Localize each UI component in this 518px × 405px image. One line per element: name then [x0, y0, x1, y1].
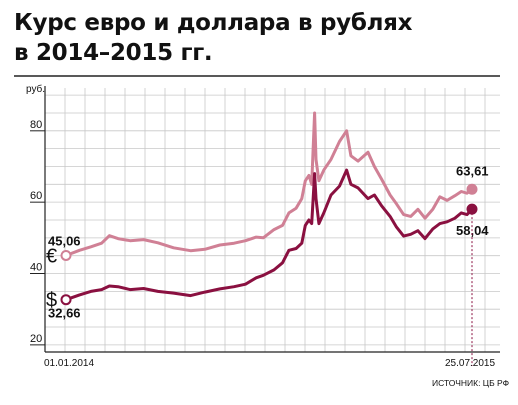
chart-title-line-1: Курс евро и доллара в рублях: [14, 10, 413, 36]
series-usd: $32,66 58,04: [46, 168, 489, 321]
chart-title: Курс евро и доллара в рублях в 2014–2015…: [14, 8, 412, 68]
start-point-usd: [60, 294, 72, 306]
end-point-euro: [466, 183, 478, 195]
y-tick-label: 80: [30, 119, 42, 131]
start-value-label-euro: 45,06: [48, 233, 81, 248]
start-point-euro: [60, 249, 72, 261]
y-tick-label: 20: [30, 333, 42, 345]
currency-symbol-euro: €: [46, 245, 57, 267]
end-value-label-euro: 63,61: [456, 163, 489, 178]
chart-title-line-2: в 2014–2015 гг.: [14, 40, 213, 66]
end-value-label-usd: 58,04: [456, 223, 489, 238]
start-value-label-usd: 32,66: [48, 306, 81, 321]
x-start-label: 01.01.2014: [44, 358, 94, 369]
series-euro: €45,06 63,61: [46, 111, 489, 267]
source-label: ИСТОЧНИК: ЦБ РФ: [432, 378, 509, 388]
y-axis-ticks: 20 40 60 80: [30, 119, 45, 346]
y-tick-label: 60: [30, 190, 42, 202]
series-line-usd: [64, 168, 474, 302]
currency-symbol-usd: $: [46, 290, 57, 312]
series-line-euro: [64, 111, 474, 257]
series-layer: €45,06 63,61 $32,66 58,04: [46, 111, 489, 366]
y-unit-label: руб.: [26, 83, 45, 95]
x-end-label: 25.07.2015: [445, 358, 495, 369]
chart-grid: [45, 88, 500, 352]
y-tick-label: 40: [30, 262, 42, 274]
